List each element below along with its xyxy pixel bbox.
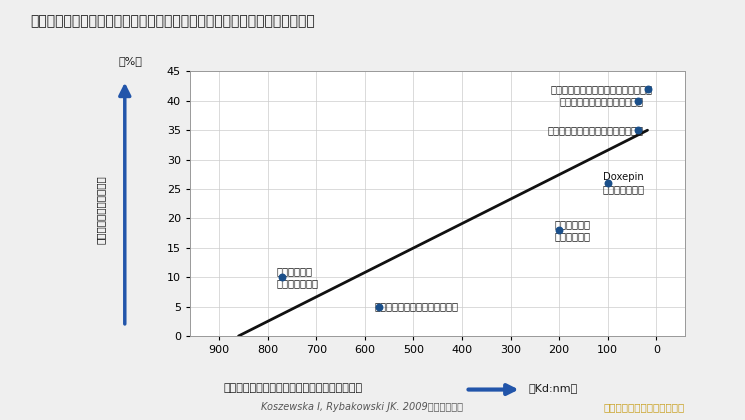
- Text: （%）: （%）: [118, 56, 142, 66]
- Text: Doxepin
（日本未承認）: Doxepin （日本未承認）: [603, 172, 645, 194]
- Point: [641, 86, 653, 92]
- Point: [276, 274, 288, 281]
- Text: ミアンセリン
（テトラミド）: ミアンセリン （テトラミド）: [276, 266, 318, 289]
- Point: [553, 227, 565, 234]
- Text: マプロチリン（ルジオミール）: マプロチリン（ルジオミール）: [375, 302, 458, 312]
- Text: ムスカリン受容体阻害（抗コリン作用）の強さ: ムスカリン受容体阻害（抗コリン作用）の強さ: [224, 383, 363, 394]
- Text: 双極性障害患者の躁転率: 双極性障害患者の躁転率: [95, 176, 106, 244]
- Point: [373, 303, 385, 310]
- Text: デシプラミン
（発売中止）: デシプラミン （発売中止）: [554, 219, 590, 242]
- Text: アミトリプチリン（トリプタノール）: アミトリプチリン（トリプタノール）: [551, 84, 653, 94]
- Text: （Kd:nm）: （Kd:nm）: [529, 383, 578, 394]
- Text: 抗うつ薬（三環系抗うつ薬・四環系抗うつ薬）の抗コリン作用と躁転の関係: 抗うつ薬（三環系抗うつ薬・四環系抗うつ薬）の抗コリン作用と躁転の関係: [30, 15, 314, 29]
- Text: 高津心音メンタルクリニック: 高津心音メンタルクリニック: [603, 402, 685, 412]
- Text: イミプラミン（トフラニール）: イミプラミン（トフラニール）: [559, 96, 643, 106]
- Text: Koszewska I, Rybakowski JK. 2009より引用作成: Koszewska I, Rybakowski JK. 2009より引用作成: [261, 402, 463, 412]
- Text: クロミプラミン（アナフラニール）: クロミプラミン（アナフラニール）: [547, 125, 643, 135]
- Point: [633, 97, 644, 104]
- Point: [633, 127, 644, 134]
- Point: [602, 180, 614, 186]
